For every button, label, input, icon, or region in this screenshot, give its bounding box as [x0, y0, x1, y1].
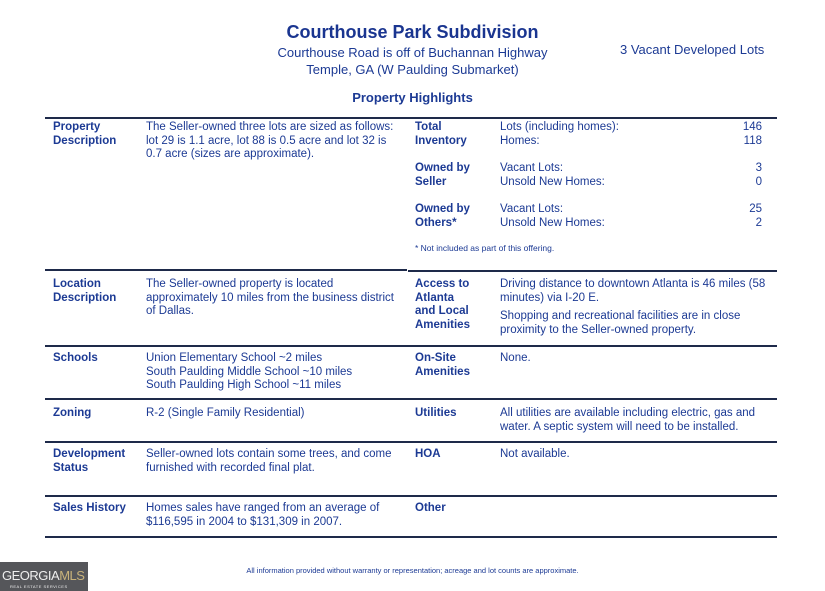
access-label: Access to Atlanta and Local Amenities	[415, 278, 470, 331]
utilities-text: All utilities are available including el…	[500, 407, 756, 433]
schools-label: Schools	[53, 352, 98, 364]
total-inventory-keys: Lots (including homes): Homes:	[500, 121, 619, 147]
development-label: Development Status	[53, 448, 126, 474]
hoa-text: Not available.	[500, 448, 570, 460]
zoning-label: Zoning	[53, 407, 92, 419]
sales-history-text: Homes sales have ranged from an average …	[146, 502, 380, 528]
other-label: Other	[415, 502, 446, 514]
divider	[45, 345, 777, 347]
schools-text: Union Elementary School ~2 miles South Pa…	[146, 352, 353, 391]
subtitle-road: Courthouse Road is off of Buchannan High…	[277, 45, 548, 60]
lots-note: 3 Vacant Developed Lots	[620, 42, 765, 57]
owned-by-seller-keys: Vacant Lots: Unsold New Homes:	[500, 162, 605, 188]
owned-by-others-values: 25 2	[749, 203, 762, 229]
owned-by-others-label: Owned by Others*	[415, 203, 470, 229]
zoning-text: R-2 (Single Family Residential)	[146, 407, 305, 419]
page-title: Courthouse Park Subdivision	[286, 22, 539, 42]
inventory-footnote: * Not included as part of this offering.	[415, 243, 555, 253]
development-text: Seller-owned lots contain some trees, an…	[146, 448, 392, 474]
sales-history-label: Sales History	[53, 502, 126, 514]
subtitle-location: Temple, GA (W Paulding Submarket)	[306, 62, 519, 77]
onsite-label: On-Site Amenities	[415, 352, 470, 378]
divider	[45, 269, 407, 271]
divider	[45, 398, 777, 400]
onsite-text: None.	[500, 352, 531, 364]
divider	[45, 117, 777, 119]
owned-by-others-keys: Vacant Lots: Unsold New Homes:	[500, 203, 605, 229]
property-description-label: Property Description	[53, 121, 117, 147]
divider	[45, 495, 777, 497]
owned-by-seller-label: Owned by Seller	[415, 162, 470, 188]
total-inventory-values: 146 118	[742, 121, 762, 147]
section-title: Property Highlights	[352, 90, 473, 105]
property-description-text: The Seller-owned three lots are sized as…	[146, 121, 394, 160]
utilities-label: Utilities	[415, 407, 457, 419]
georgia-mls-logo: GEORGIAMLS REAL ESTATE SERVICES	[0, 562, 88, 591]
divider	[45, 536, 777, 538]
disclaimer: All information provided without warrant…	[246, 566, 579, 575]
hoa-label: HOA	[415, 448, 441, 460]
divider	[45, 441, 777, 443]
total-inventory-label: Total Inventory	[415, 121, 467, 147]
location-text: The Seller-owned property is located appr…	[146, 278, 394, 317]
location-label: Location Description	[53, 278, 117, 304]
divider	[408, 270, 777, 272]
access-text: Driving distance to downtown Atlanta is …	[500, 278, 766, 336]
